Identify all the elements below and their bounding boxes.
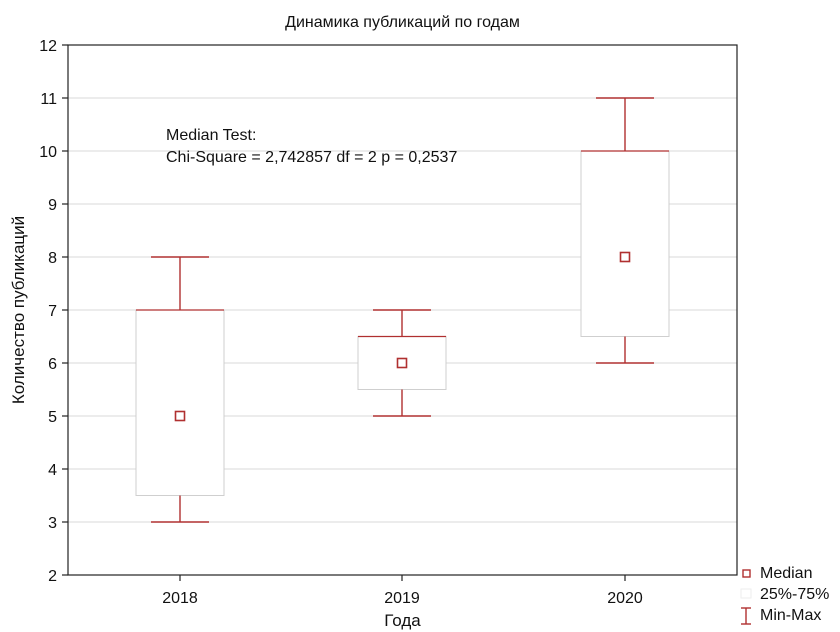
y-tick-label: 11 [40,91,57,108]
y-tick-label: 3 [48,515,57,532]
y-tick-label: 2 [48,568,57,585]
median-marker [396,357,408,369]
x-tick-label: 2018 [162,590,198,607]
box-iqr [135,309,225,496]
median-test-label: Median Test: [166,127,256,144]
y-tick-label: 6 [48,356,57,373]
box-group-2018 [135,256,225,523]
y-tick-label: 8 [48,250,57,267]
y-tick-label: 4 [48,462,57,479]
axes: 2 3 4 5 6 7 8 9 10 11 12 2018 2019 2020 [39,38,738,607]
legend-item-box: 25%-75% [740,586,829,603]
chi-square-stat-label: Chi-Square = 2,742857 df = 2 p = 0,2537 [166,149,457,166]
y-axis-label: Количество публикаций [9,216,28,404]
y-tick-label: 7 [48,303,57,320]
x-tick-label: 2019 [384,590,420,607]
x-tick-label: 2020 [607,590,643,607]
data-marks [135,97,670,523]
median-marker [174,410,186,422]
legend-item-range: Min-Max [741,607,821,625]
x-axis-label: Года [384,611,421,630]
y-tick-label: 10 [39,144,57,161]
legend-median-icon [742,569,751,578]
median-marker [619,251,631,263]
legend-label-median: Median [760,565,812,582]
legend: Median 25%-75% Min-Max [740,565,829,625]
chart-title: Динамика публикаций по годам [285,14,520,31]
legend-box-icon [740,588,752,599]
box-group-2020 [580,97,670,364]
legend-label-box: 25%-75% [760,586,829,603]
y-tick-label: 5 [48,409,57,426]
box-group-2019 [357,309,447,417]
y-tick-label: 12 [39,38,57,55]
legend-item-median: Median [742,565,812,582]
legend-label-range: Min-Max [760,607,821,624]
y-tick-label: 9 [48,197,57,214]
box-iqr [580,150,670,337]
